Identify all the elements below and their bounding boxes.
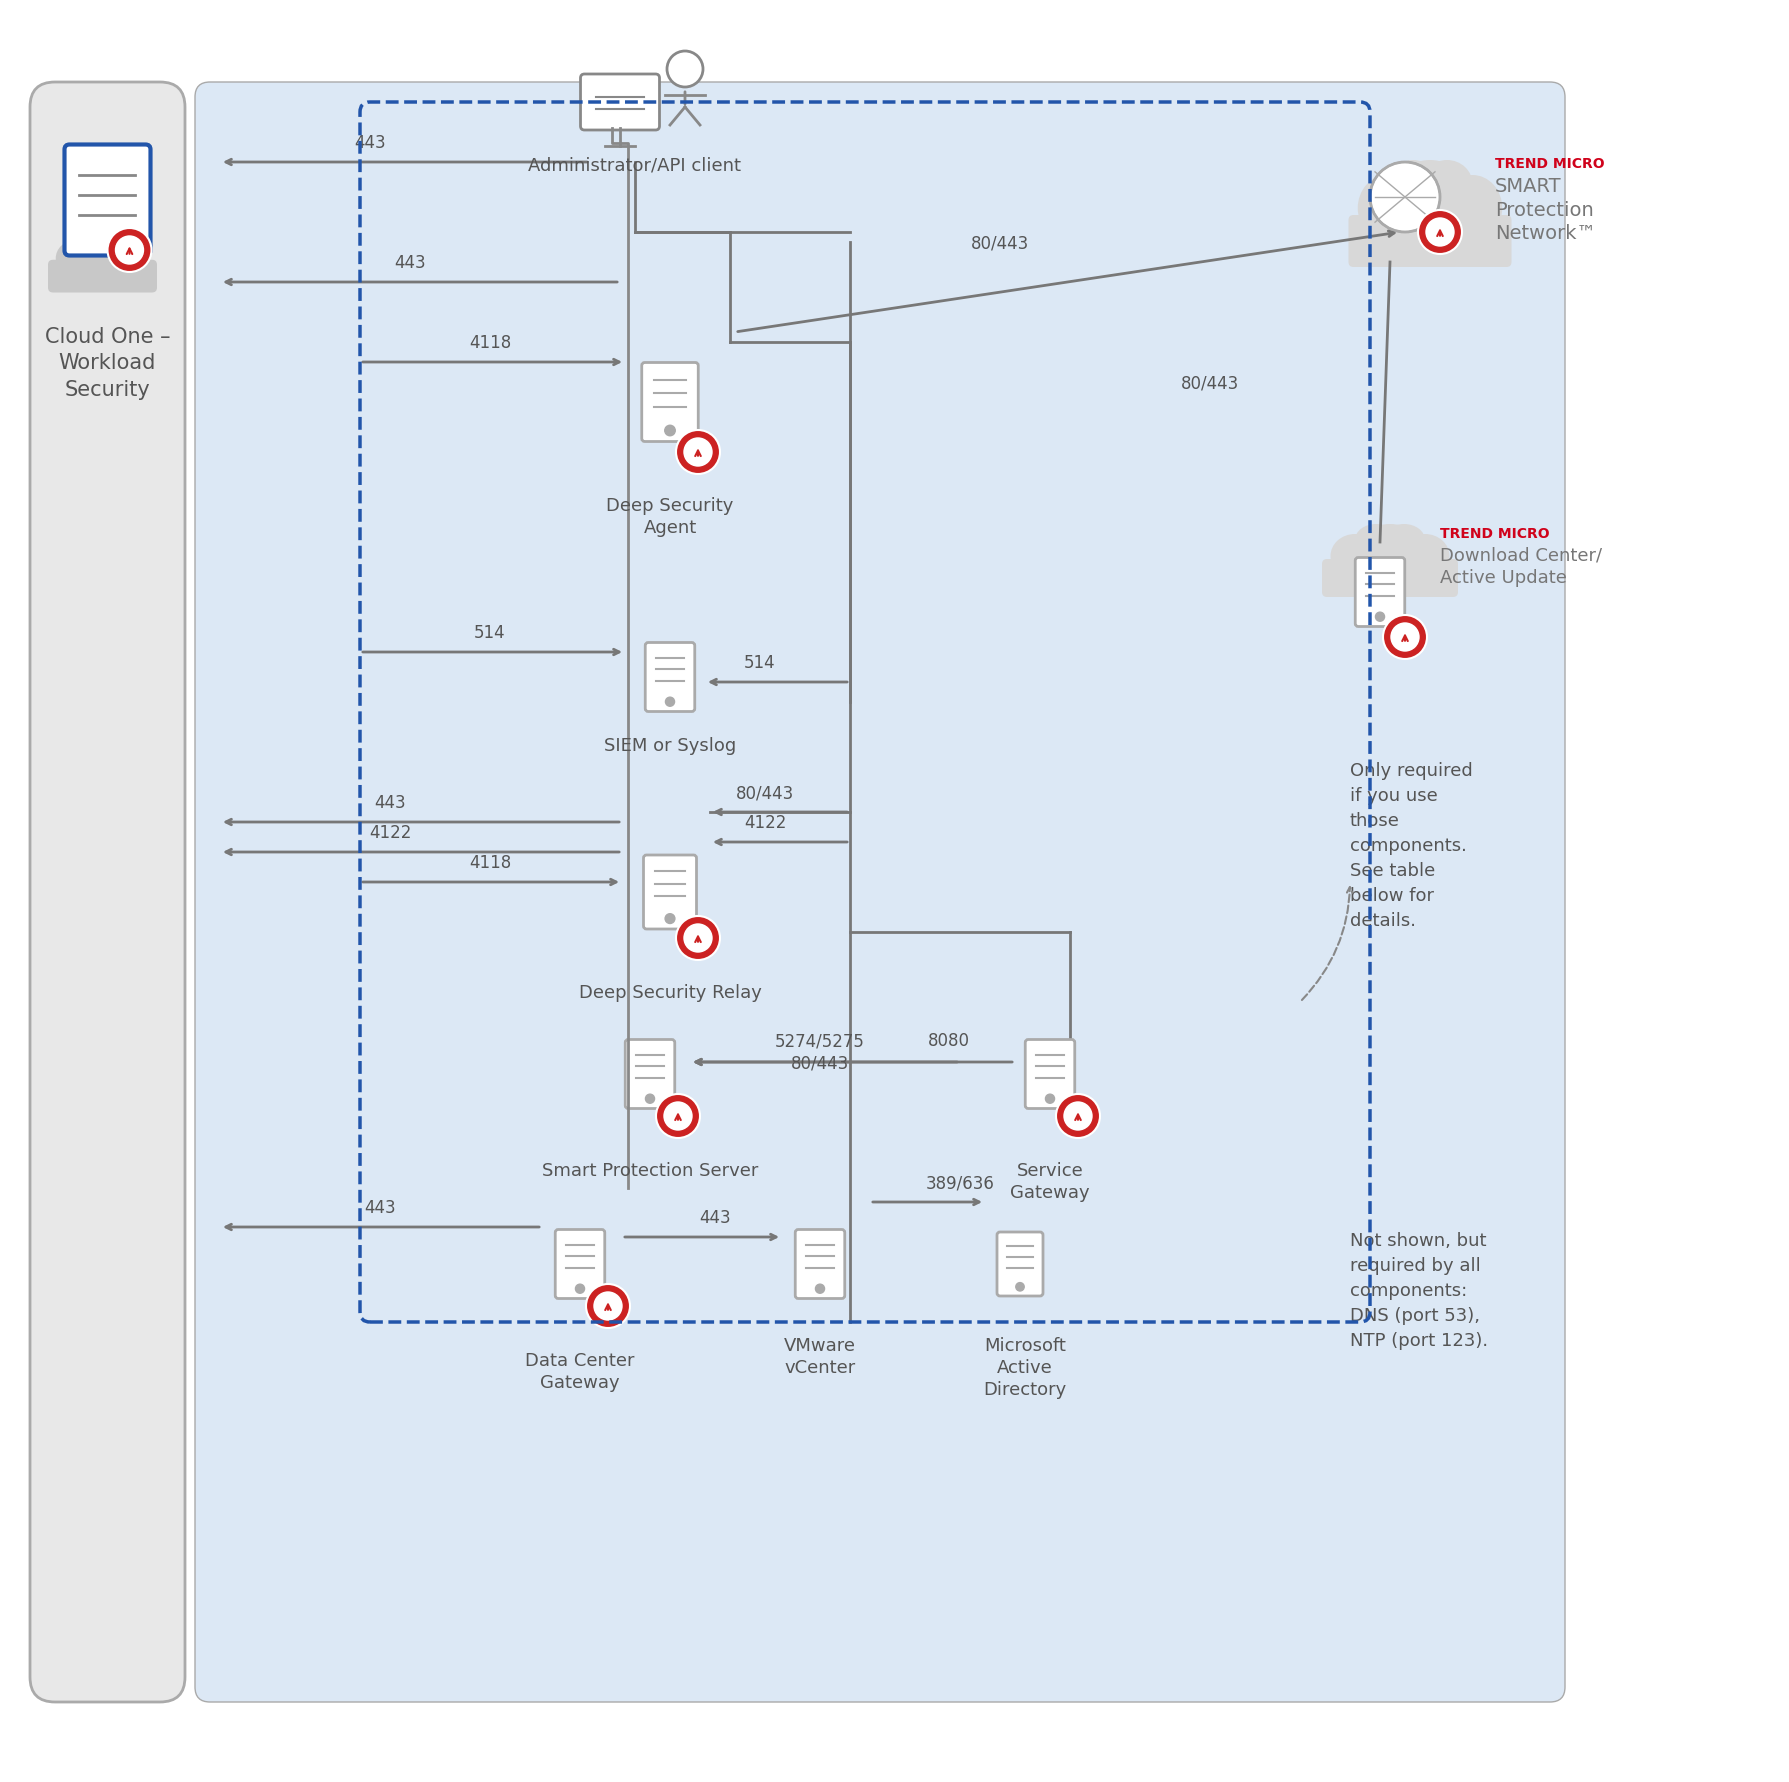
Circle shape [676, 429, 719, 474]
Ellipse shape [75, 232, 131, 278]
Circle shape [1424, 217, 1454, 248]
Circle shape [574, 1285, 585, 1294]
Circle shape [655, 1094, 699, 1139]
Circle shape [592, 1290, 623, 1322]
Text: TREND MICRO: TREND MICRO [1438, 527, 1549, 542]
Circle shape [646, 1094, 655, 1103]
FancyBboxPatch shape [580, 75, 658, 130]
Circle shape [114, 235, 145, 266]
FancyBboxPatch shape [642, 362, 698, 442]
Text: Administrator/API client: Administrator/API client [528, 157, 741, 175]
Text: 389/636: 389/636 [925, 1174, 995, 1192]
Text: 443: 443 [354, 134, 386, 151]
Circle shape [1388, 622, 1420, 652]
Ellipse shape [111, 241, 148, 276]
Circle shape [1383, 615, 1426, 659]
Circle shape [682, 923, 714, 953]
Text: 514: 514 [474, 624, 506, 642]
Text: TREND MICRO: TREND MICRO [1494, 157, 1603, 171]
Text: 80/443: 80/443 [1181, 374, 1238, 392]
Circle shape [1056, 1094, 1100, 1139]
Ellipse shape [1399, 535, 1449, 577]
Text: Download Center/
Active Update: Download Center/ Active Update [1438, 547, 1601, 588]
Ellipse shape [1358, 175, 1417, 241]
Text: 443: 443 [363, 1199, 395, 1217]
Ellipse shape [1329, 535, 1379, 577]
Circle shape [662, 1101, 692, 1132]
Ellipse shape [1354, 524, 1424, 579]
Circle shape [1369, 162, 1438, 232]
Text: Data Center
Gateway: Data Center Gateway [524, 1353, 635, 1392]
Text: SMART
Protection
Network™: SMART Protection Network™ [1494, 176, 1596, 242]
FancyBboxPatch shape [195, 82, 1564, 1702]
Text: Cloud One –
Workload
Security: Cloud One – Workload Security [45, 328, 170, 399]
FancyBboxPatch shape [555, 1230, 605, 1299]
Circle shape [664, 426, 674, 437]
FancyBboxPatch shape [624, 1039, 674, 1108]
Circle shape [682, 437, 714, 467]
Ellipse shape [1442, 175, 1501, 241]
Circle shape [676, 916, 719, 960]
Text: 8080: 8080 [927, 1032, 970, 1050]
FancyBboxPatch shape [644, 643, 694, 711]
Ellipse shape [55, 241, 95, 276]
Ellipse shape [1386, 160, 1472, 244]
Ellipse shape [1386, 160, 1438, 208]
Text: 4122: 4122 [369, 823, 411, 843]
Text: 4118: 4118 [469, 333, 512, 353]
Text: Service
Gateway: Service Gateway [1009, 1162, 1090, 1203]
Circle shape [666, 697, 674, 706]
Ellipse shape [1420, 160, 1472, 208]
Text: 80/443: 80/443 [735, 784, 794, 802]
Text: 4122: 4122 [744, 814, 785, 832]
FancyBboxPatch shape [1347, 216, 1510, 267]
Text: Not shown, but
required by all
components:
DNS (port 53),
NTP (port 123).: Not shown, but required by all component… [1349, 1231, 1487, 1351]
Circle shape [1063, 1101, 1093, 1132]
Circle shape [667, 52, 703, 87]
Text: SIEM or Syslog: SIEM or Syslog [603, 738, 735, 756]
Circle shape [1374, 613, 1383, 622]
FancyBboxPatch shape [1322, 560, 1458, 597]
Text: Deep Security
Agent: Deep Security Agent [606, 497, 733, 536]
Text: 80/443: 80/443 [791, 1053, 848, 1073]
Text: 443: 443 [374, 795, 406, 813]
Text: 5274/5275: 5274/5275 [775, 1032, 864, 1050]
Text: 443: 443 [394, 255, 426, 273]
FancyBboxPatch shape [1354, 558, 1404, 627]
FancyBboxPatch shape [996, 1231, 1043, 1296]
Text: 443: 443 [699, 1208, 730, 1228]
FancyBboxPatch shape [1025, 1039, 1073, 1108]
Text: Deep Security Relay: Deep Security Relay [578, 984, 760, 1001]
Circle shape [585, 1285, 630, 1328]
Ellipse shape [75, 232, 107, 258]
Circle shape [1417, 210, 1462, 255]
Text: Smart Protection Server: Smart Protection Server [542, 1162, 759, 1180]
Text: 4118: 4118 [469, 854, 512, 871]
FancyBboxPatch shape [794, 1230, 844, 1299]
Circle shape [1045, 1094, 1054, 1103]
FancyBboxPatch shape [48, 260, 157, 292]
Text: VMware
vCenter: VMware vCenter [784, 1336, 855, 1377]
FancyBboxPatch shape [642, 855, 696, 928]
Circle shape [1014, 1283, 1023, 1290]
Text: 514: 514 [744, 654, 775, 672]
Ellipse shape [1354, 524, 1395, 556]
FancyBboxPatch shape [64, 144, 150, 255]
Circle shape [816, 1285, 825, 1294]
FancyBboxPatch shape [30, 82, 184, 1702]
Ellipse shape [1383, 524, 1424, 556]
Circle shape [666, 914, 674, 923]
Text: Only required
if you use
those
components.
See table
below for
details.: Only required if you use those component… [1349, 763, 1472, 930]
Circle shape [107, 228, 152, 273]
Ellipse shape [97, 232, 131, 258]
Text: Microsoft
Active
Directory: Microsoft Active Directory [982, 1336, 1066, 1399]
Text: 80/443: 80/443 [970, 233, 1029, 251]
